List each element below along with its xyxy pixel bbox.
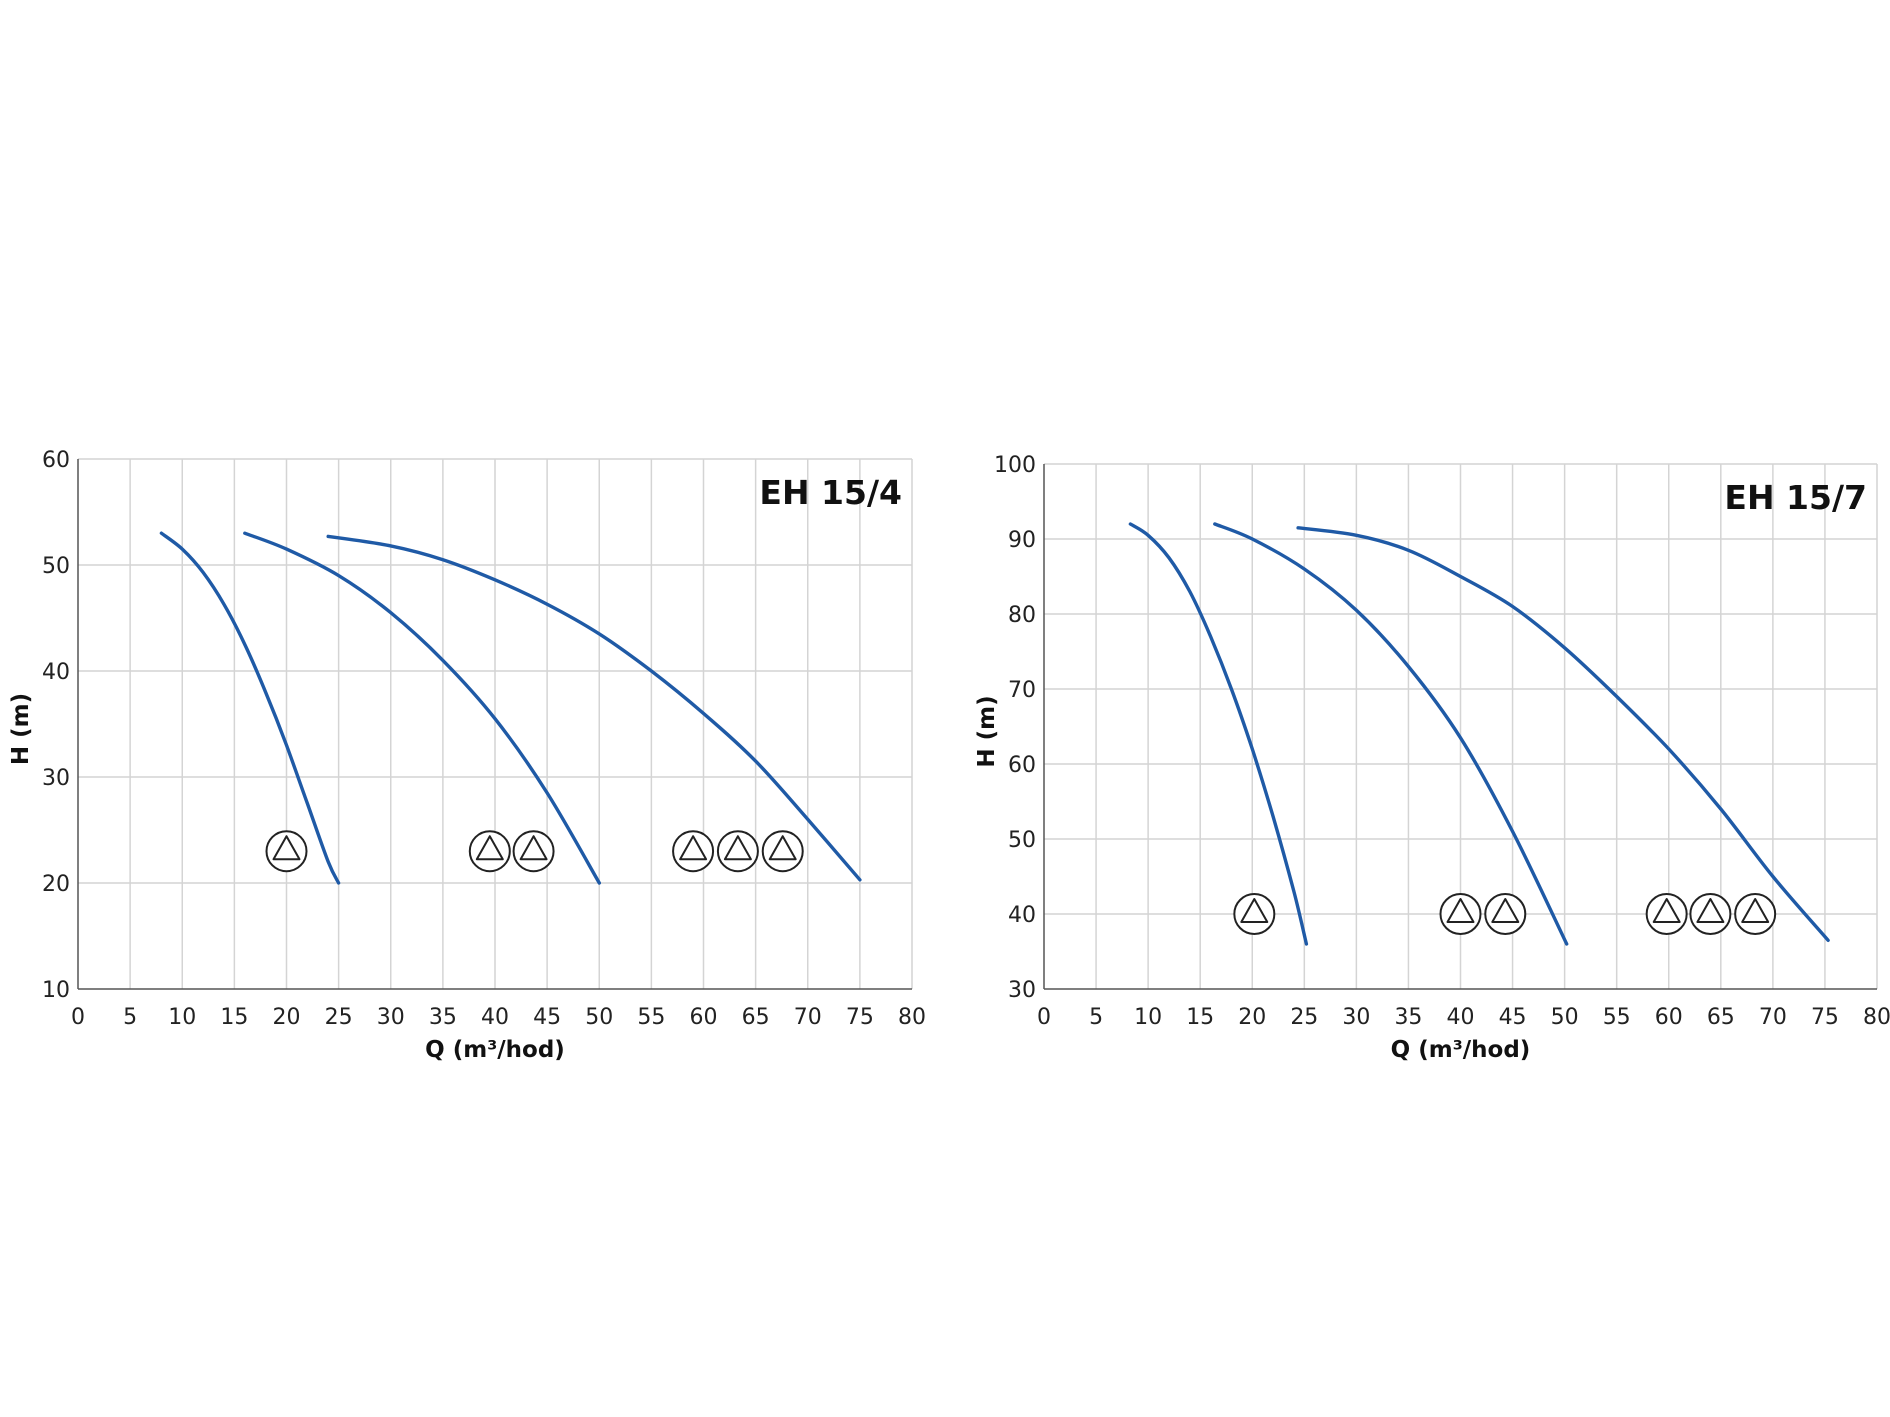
x-tick-label: 50 xyxy=(1551,1005,1579,1030)
x-tick-label: 80 xyxy=(1863,1005,1890,1030)
x-tick-label: 80 xyxy=(898,1005,926,1030)
x-tick-label: 50 xyxy=(585,1005,613,1030)
y-tick-label: 40 xyxy=(42,660,70,685)
y-tick-label: 80 xyxy=(1008,603,1036,628)
x-tick-label: 60 xyxy=(690,1005,718,1030)
performance-curve-2-pump xyxy=(243,531,601,885)
x-tick-label: 10 xyxy=(168,1005,196,1030)
x-tick-label: 40 xyxy=(1447,1005,1475,1030)
pump-icon xyxy=(1484,893,1527,935)
x-tick-label: 70 xyxy=(1759,1005,1787,1030)
chart-title: EH 15/7 xyxy=(1724,478,1867,517)
x-tick-label: 45 xyxy=(1499,1005,1527,1030)
y-axis-label: H (m) xyxy=(974,695,1000,767)
pump-icon xyxy=(1689,893,1732,935)
pump-icon xyxy=(761,830,804,873)
x-axis-label: Q (m³/hod) xyxy=(1391,1037,1531,1063)
y-tick-label: 60 xyxy=(42,448,70,473)
x-tick-label: 35 xyxy=(429,1005,457,1030)
x-tick-label: 15 xyxy=(1186,1005,1214,1030)
pump-icon xyxy=(716,830,759,873)
y-axis-label: H (m) xyxy=(8,693,34,765)
pump-icon xyxy=(1233,893,1276,935)
pump-icon xyxy=(1645,893,1688,935)
y-tick-label: 60 xyxy=(1008,753,1036,778)
x-tick-label: 0 xyxy=(71,1005,85,1030)
y-tick-label: 30 xyxy=(42,766,70,791)
x-tick-label: 75 xyxy=(846,1005,874,1030)
x-tick-label: 30 xyxy=(377,1005,405,1030)
x-tick-label: 55 xyxy=(1603,1005,1631,1030)
chart-title: EH 15/4 xyxy=(759,473,902,512)
y-tick-label: 30 xyxy=(1008,978,1036,1003)
y-tick-label: 40 xyxy=(1008,903,1036,928)
pump-icon xyxy=(1439,893,1482,935)
x-tick-label: 65 xyxy=(742,1005,770,1030)
y-tick-label: 90 xyxy=(1008,528,1036,553)
performance-curve-3-pump xyxy=(326,534,862,882)
performance-curve-1-pump xyxy=(1128,522,1309,946)
chart-eh-15-4: 0 5 10 15 20 25 30 35 40 45 50 55 60 65 70 75 80 10 20 30 40… xyxy=(8,448,926,1063)
y-tick-label: 100 xyxy=(994,453,1036,478)
x-tick-label: 25 xyxy=(1290,1005,1318,1030)
pump-icon xyxy=(672,830,715,873)
pump-icon xyxy=(1734,893,1777,935)
x-tick-label: 35 xyxy=(1394,1005,1422,1030)
x-tick-label: 0 xyxy=(1037,1005,1051,1030)
performance-curve-3-pump xyxy=(1296,526,1830,942)
x-tick-label: 60 xyxy=(1655,1005,1683,1030)
performance-curve-1-pump xyxy=(159,531,341,885)
x-tick-label: 25 xyxy=(325,1005,353,1030)
pump-icon xyxy=(512,830,555,873)
x-tick-label: 20 xyxy=(273,1005,301,1030)
x-tick-label: 40 xyxy=(481,1005,509,1030)
y-tick-label: 20 xyxy=(42,872,70,897)
x-tick-label: 30 xyxy=(1342,1005,1370,1030)
x-tick-label: 75 xyxy=(1811,1005,1839,1030)
x-tick-label: 70 xyxy=(794,1005,822,1030)
performance-curve-2-pump xyxy=(1213,522,1569,946)
chart-eh-15-7: 0 5 10 15 20 25 30 35 40 45 50 55 60 65 70 75 80 30 40 50 60… xyxy=(974,453,1890,1063)
x-tick-label: 45 xyxy=(533,1005,561,1030)
x-tick-label: 5 xyxy=(123,1005,137,1030)
x-axis-label: Q (m³/hod) xyxy=(425,1037,565,1063)
x-tick-label: 20 xyxy=(1238,1005,1266,1030)
pump-icon xyxy=(265,830,308,873)
y-tick-label: 10 xyxy=(42,978,70,1003)
x-tick-label: 15 xyxy=(220,1005,248,1030)
x-tick-label: 10 xyxy=(1134,1005,1162,1030)
x-tick-label: 55 xyxy=(637,1005,665,1030)
y-tick-label: 50 xyxy=(1008,828,1036,853)
y-tick-label: 70 xyxy=(1008,678,1036,703)
x-tick-label: 5 xyxy=(1089,1005,1103,1030)
y-tick-label: 50 xyxy=(42,554,70,579)
x-tick-label: 65 xyxy=(1707,1005,1735,1030)
pump-icon xyxy=(468,830,511,873)
